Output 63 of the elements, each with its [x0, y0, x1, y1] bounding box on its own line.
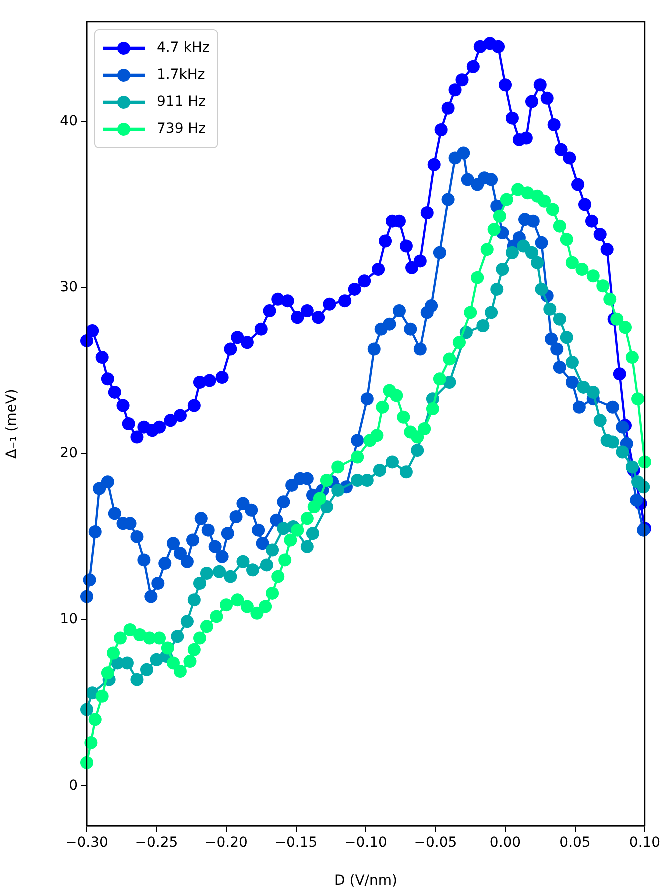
y-axis-title: Δ₋₁ (meV) [4, 389, 20, 459]
point [320, 500, 334, 514]
point [120, 656, 134, 670]
x-tick-label: 0.00 [490, 835, 522, 852]
point [224, 570, 238, 584]
point [553, 312, 566, 326]
point [332, 484, 345, 497]
y-tick-label: 40 [60, 113, 78, 130]
point [560, 331, 574, 344]
point [373, 464, 386, 478]
x-axis-title: D (V/nm) [334, 873, 398, 890]
point [586, 386, 600, 399]
point [535, 282, 548, 296]
y-tick-label: 0 [69, 778, 78, 794]
point [300, 540, 314, 554]
point [476, 319, 490, 332]
point [260, 558, 274, 572]
point [544, 302, 557, 316]
point [188, 594, 201, 607]
point [400, 466, 413, 479]
point [526, 246, 539, 260]
point [531, 256, 544, 270]
point [485, 306, 498, 320]
point [577, 380, 590, 394]
point [266, 544, 280, 557]
x-tick-label: 0.10 [629, 835, 661, 852]
legend-label: 911 Hz [157, 94, 206, 110]
point [490, 282, 504, 296]
point [566, 356, 579, 370]
y-tick-label: 10 [60, 612, 78, 628]
x-tick-label: −0.10 [344, 835, 388, 852]
point [517, 240, 530, 253]
legend-label: 4.7 kHz [157, 40, 210, 56]
point [140, 663, 154, 676]
point [200, 567, 214, 580]
point [213, 565, 226, 578]
point [130, 673, 144, 686]
point [80, 703, 94, 716]
x-tick-label: −0.05 [414, 835, 458, 852]
point [193, 576, 206, 590]
point [236, 555, 250, 568]
x-tick-label: −0.30 [66, 835, 108, 852]
point [180, 615, 194, 628]
legend-label: 739 Hz [157, 121, 206, 138]
point [246, 564, 260, 577]
point [616, 446, 630, 459]
x-tick-label: −0.15 [274, 835, 318, 852]
point [386, 456, 400, 469]
x-tick-label: −0.25 [135, 835, 178, 852]
point [411, 444, 424, 458]
x-tick-label: 0.05 [560, 835, 591, 852]
point [171, 630, 184, 644]
point [360, 474, 374, 487]
point [506, 246, 519, 260]
point [594, 414, 607, 428]
point [637, 480, 650, 494]
y-tick-label: 20 [60, 446, 78, 462]
x-tick-label: −0.20 [205, 835, 248, 852]
point [626, 460, 639, 474]
y-tick-label: 30 [60, 279, 78, 296]
legend-label: 1.7kHz [157, 67, 206, 84]
point [496, 263, 510, 276]
point [306, 527, 320, 540]
